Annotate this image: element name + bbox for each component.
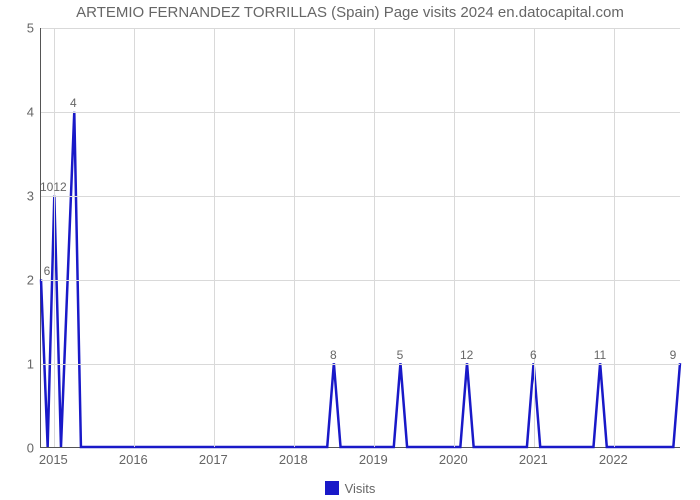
x-tick-label: 2015 bbox=[39, 452, 68, 467]
y-tick-label: 4 bbox=[0, 105, 34, 120]
y-tick-label: 0 bbox=[0, 441, 34, 456]
y-tick-label: 1 bbox=[0, 357, 34, 372]
line-series-svg bbox=[41, 28, 680, 447]
chart-container: ARTEMIO FERNANDEZ TORRILLAS (Spain) Page… bbox=[0, 0, 700, 500]
data-point-label: 6 bbox=[44, 264, 51, 278]
x-tick-label: 2020 bbox=[439, 452, 468, 467]
x-tick-label: 2022 bbox=[599, 452, 628, 467]
gridline-v bbox=[54, 28, 55, 447]
data-point-label: 11 bbox=[594, 348, 606, 362]
x-tick-label: 2021 bbox=[519, 452, 548, 467]
data-point-label: 5 bbox=[397, 348, 404, 362]
y-tick-label: 2 bbox=[0, 273, 34, 288]
y-tick-label: 5 bbox=[0, 21, 34, 36]
x-tick-label: 2018 bbox=[279, 452, 308, 467]
gridline-v bbox=[374, 28, 375, 447]
gridline-h bbox=[41, 196, 680, 197]
data-point-label: 9 bbox=[670, 348, 677, 362]
gridline-v bbox=[614, 28, 615, 447]
gridline-h bbox=[41, 28, 680, 29]
data-point-label: 6 bbox=[530, 348, 537, 362]
gridline-v bbox=[294, 28, 295, 447]
x-tick-label: 2017 bbox=[199, 452, 228, 467]
data-point-label: 4 bbox=[70, 96, 77, 110]
data-point-label: 8 bbox=[330, 348, 337, 362]
gridline-h bbox=[41, 364, 680, 365]
gridline-v bbox=[534, 28, 535, 447]
gridline-h bbox=[41, 112, 680, 113]
chart-title: ARTEMIO FERNANDEZ TORRILLAS (Spain) Page… bbox=[0, 4, 700, 21]
gridline-v bbox=[454, 28, 455, 447]
gridline-h bbox=[41, 280, 680, 281]
data-point-label: 1012 bbox=[40, 180, 67, 194]
gridline-v bbox=[214, 28, 215, 447]
data-point-label: 12 bbox=[460, 348, 473, 362]
gridline-v bbox=[134, 28, 135, 447]
plot-area bbox=[40, 28, 680, 448]
y-tick-label: 3 bbox=[0, 189, 34, 204]
legend-swatch bbox=[325, 481, 339, 495]
x-tick-label: 2016 bbox=[119, 452, 148, 467]
x-tick-label: 2019 bbox=[359, 452, 388, 467]
legend: Visits bbox=[0, 481, 700, 496]
legend-label: Visits bbox=[345, 481, 376, 496]
